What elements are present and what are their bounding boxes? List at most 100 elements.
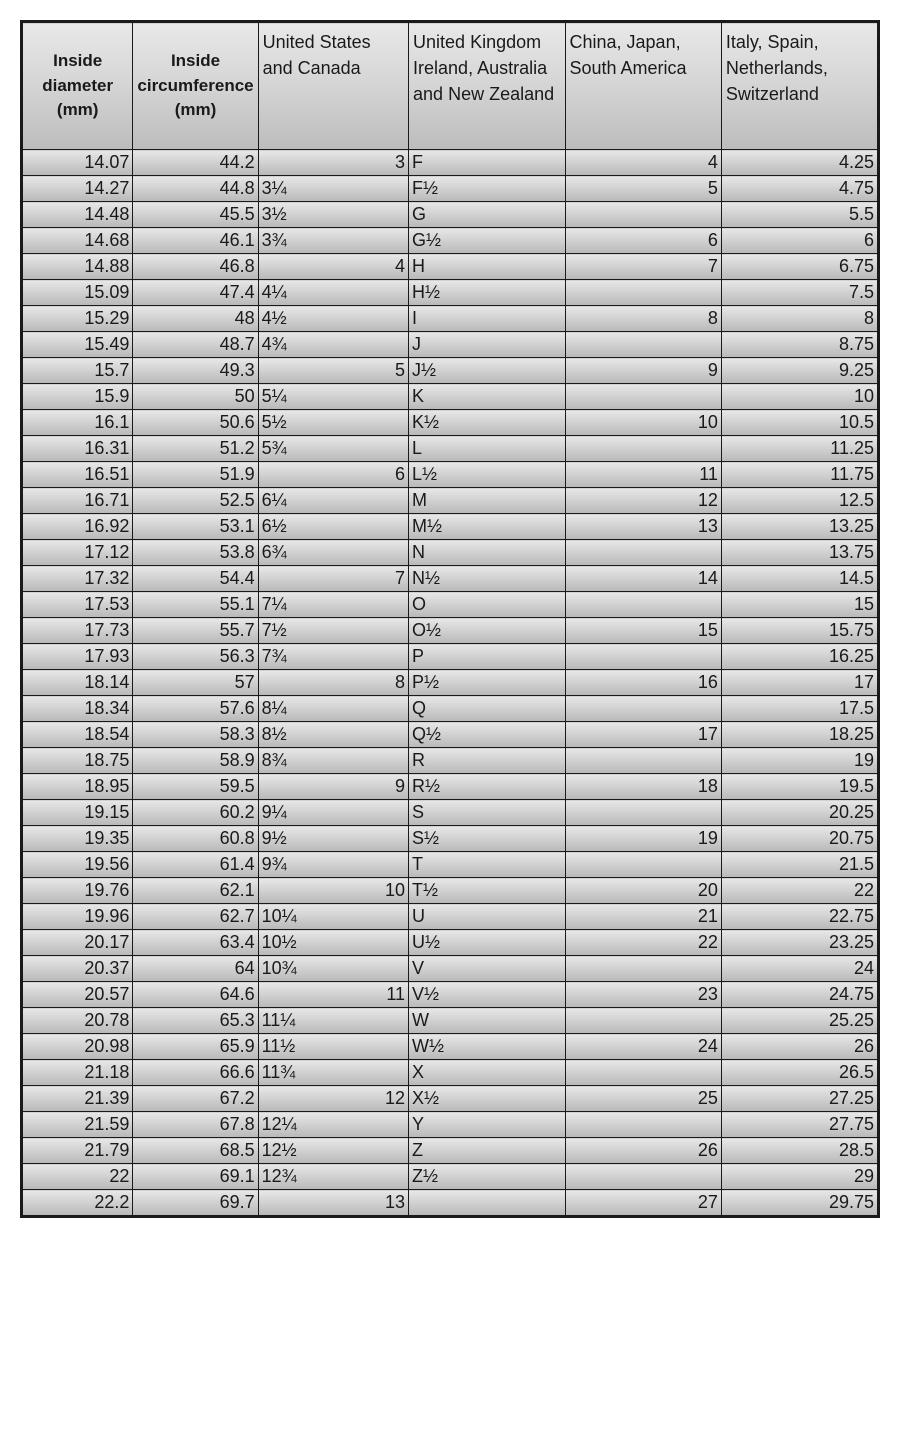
cell: P	[409, 644, 565, 670]
table-row: 18.3457.68¼Q17.5	[22, 696, 879, 722]
cell: 18.25	[721, 722, 878, 748]
cell	[565, 1008, 721, 1034]
cell: 69.1	[133, 1164, 258, 1190]
cell: L½	[409, 462, 565, 488]
table-row: 14.6846.13¾G½66	[22, 228, 879, 254]
cell: 19.76	[22, 878, 133, 904]
table-row: 16.7152.56¼M1212.5	[22, 488, 879, 514]
cell: R½	[409, 774, 565, 800]
cell: 23.25	[721, 930, 878, 956]
cell: 15.75	[721, 618, 878, 644]
cell: F½	[409, 176, 565, 202]
cell	[565, 956, 721, 982]
cell: 16.31	[22, 436, 133, 462]
col-header-circumference: Inside circumference (mm)	[133, 22, 258, 150]
cell: 10	[721, 384, 878, 410]
cell: 12½	[258, 1138, 408, 1164]
cell: 63.4	[133, 930, 258, 956]
cell: 21.5	[721, 852, 878, 878]
cell: 21.18	[22, 1060, 133, 1086]
cell: 53.1	[133, 514, 258, 540]
cell: N	[409, 540, 565, 566]
cell: 11.75	[721, 462, 878, 488]
cell	[565, 1164, 721, 1190]
cell: 17	[565, 722, 721, 748]
cell	[565, 332, 721, 358]
header-row: Inside diameter (mm) Inside circumferenc…	[22, 22, 879, 150]
cell: 10.5	[721, 410, 878, 436]
table-row: 20.9865.911½W½2426	[22, 1034, 879, 1060]
cell: 6¾	[258, 540, 408, 566]
cell: 4¾	[258, 332, 408, 358]
cell: 20.57	[22, 982, 133, 1008]
cell: M½	[409, 514, 565, 540]
table-row: 16.3151.25¾L11.25	[22, 436, 879, 462]
cell	[565, 384, 721, 410]
table-row: 17.3254.47N½1414.5	[22, 566, 879, 592]
cell: 8¾	[258, 748, 408, 774]
cell: 20.98	[22, 1034, 133, 1060]
cell: 28.5	[721, 1138, 878, 1164]
cell: 20.25	[721, 800, 878, 826]
cell: 8	[258, 670, 408, 696]
cell: 10¾	[258, 956, 408, 982]
cell: 19.15	[22, 800, 133, 826]
cell: 22	[565, 930, 721, 956]
cell: 8	[565, 306, 721, 332]
cell: N½	[409, 566, 565, 592]
cell: 14.5	[721, 566, 878, 592]
table-row: 21.1866.611¾X26.5	[22, 1060, 879, 1086]
cell: 44.8	[133, 176, 258, 202]
cell: 26	[721, 1034, 878, 1060]
cell: 14	[565, 566, 721, 592]
cell: 16	[565, 670, 721, 696]
cell: 22	[721, 878, 878, 904]
cell: 11	[565, 462, 721, 488]
cell: 19	[721, 748, 878, 774]
table-row: 18.14578P½1617	[22, 670, 879, 696]
cell: 4	[258, 254, 408, 280]
cell: 7	[565, 254, 721, 280]
cell: T½	[409, 878, 565, 904]
cell: 3¼	[258, 176, 408, 202]
cell: 49.3	[133, 358, 258, 384]
table-row: 15.0947.44¼H½7.5	[22, 280, 879, 306]
cell: 26	[565, 1138, 721, 1164]
cell: 54.4	[133, 566, 258, 592]
cell: Z½	[409, 1164, 565, 1190]
cell: 29	[721, 1164, 878, 1190]
cell: 7½	[258, 618, 408, 644]
cell: 15.29	[22, 306, 133, 332]
cell: 18	[565, 774, 721, 800]
table-row: 19.5661.49¾T21.5	[22, 852, 879, 878]
cell: 27.75	[721, 1112, 878, 1138]
table-row: 15.29484½I88	[22, 306, 879, 332]
cell	[565, 644, 721, 670]
col-header-asia: China, Japan, South America	[565, 22, 721, 150]
cell: 17	[721, 670, 878, 696]
cell: 8½	[258, 722, 408, 748]
table-row: 18.9559.59R½1819.5	[22, 774, 879, 800]
cell: 15.7	[22, 358, 133, 384]
cell: 13.75	[721, 540, 878, 566]
cell: 11¾	[258, 1060, 408, 1086]
cell: 58.9	[133, 748, 258, 774]
table-row: 18.7558.98¾R19	[22, 748, 879, 774]
cell: 19	[565, 826, 721, 852]
cell: 67.8	[133, 1112, 258, 1138]
cell: 20.75	[721, 826, 878, 852]
table-row: 14.2744.83¼F½54.75	[22, 176, 879, 202]
cell: 17.73	[22, 618, 133, 644]
cell: 14.48	[22, 202, 133, 228]
cell: 55.7	[133, 618, 258, 644]
cell: 4.25	[721, 150, 878, 176]
cell: 11	[258, 982, 408, 1008]
col-header-uk: United Kingdom Ireland, Australia and Ne…	[409, 22, 565, 150]
table-body: 14.0744.23F44.2514.2744.83¼F½54.7514.484…	[22, 150, 879, 1217]
cell: 45.5	[133, 202, 258, 228]
cell: J½	[409, 358, 565, 384]
cell: 6	[565, 228, 721, 254]
cell: 15	[721, 592, 878, 618]
cell: 55.1	[133, 592, 258, 618]
cell: 9	[258, 774, 408, 800]
